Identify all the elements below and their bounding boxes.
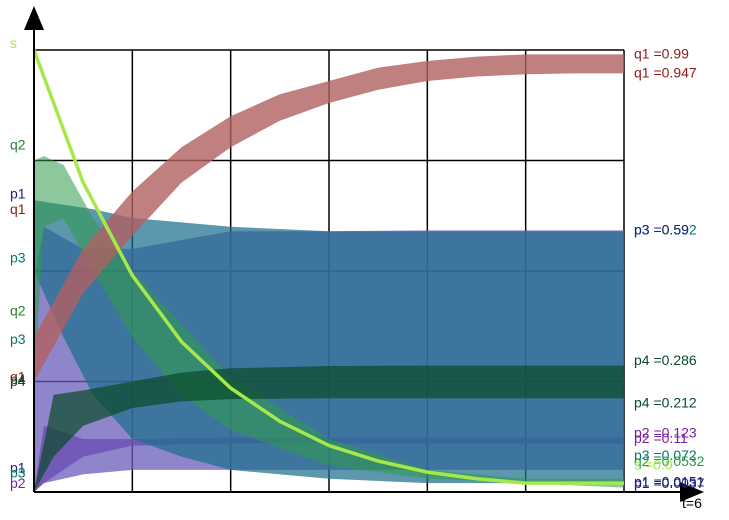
series-bands	[34, 54, 624, 493]
right-label-p3: p3 =0.59	[634, 221, 689, 237]
x-axis-arrow	[680, 482, 704, 502]
right-label-q1: q1 =0.99	[634, 45, 689, 61]
right-label-p1: p1 =0.0037	[634, 475, 705, 491]
right-label-p2: p2 =0.123	[634, 425, 697, 441]
right-label-p4: p4 =0.286	[634, 352, 697, 368]
right-label-s: s =0.0	[634, 456, 673, 472]
left-label-p2: p2	[10, 475, 26, 491]
right-label-q1: q1 =0.947	[634, 64, 697, 80]
left-label-p1: p1	[10, 185, 26, 201]
right-label-p3: p3 =0.072	[634, 447, 697, 463]
axes	[24, 6, 704, 502]
left-label-q2: q2	[10, 302, 26, 318]
left-label-p4: p4	[10, 373, 26, 389]
band-p1	[34, 200, 624, 484]
right-label-p2: p2 =0.11	[634, 430, 688, 446]
left-label-p3: p3	[10, 249, 26, 265]
band-q2	[34, 156, 624, 488]
left-label-p3: p3	[10, 331, 26, 347]
left-label-p4: p4	[10, 371, 26, 387]
left-label-q1: q1	[10, 201, 26, 217]
line-s	[32, 49, 624, 485]
right-label-p1: p1 =0.0151	[634, 473, 705, 489]
left-label-q2: q2	[10, 137, 26, 153]
band-p4	[34, 365, 624, 492]
x-end-label: t=6	[682, 495, 702, 511]
left-label-p3: p3	[10, 465, 26, 481]
y-axis-arrow	[24, 6, 44, 30]
s-curve-group	[32, 49, 624, 485]
left-label-q1: q1	[10, 369, 26, 385]
right-label-q2: q2 =0.0532	[634, 453, 705, 469]
right-label-p4: p4 =0.212	[634, 395, 697, 411]
left-label-p1: p1	[10, 459, 26, 475]
left-label-s: s	[10, 35, 17, 51]
right-label-p3: p3 =0.592	[634, 221, 697, 237]
